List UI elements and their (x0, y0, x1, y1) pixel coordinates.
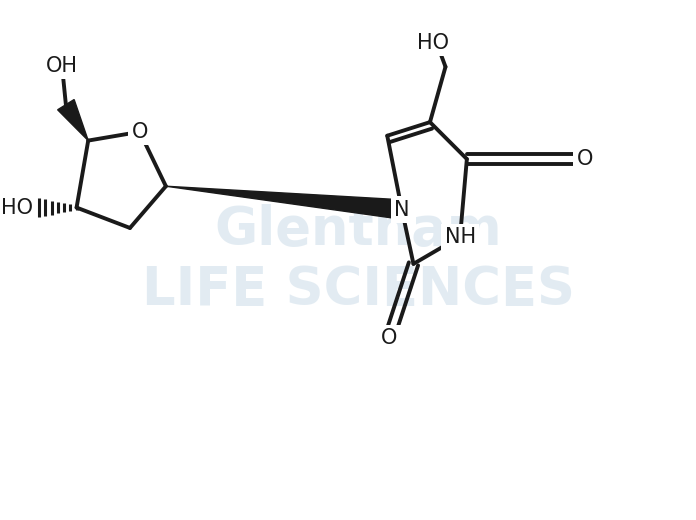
Polygon shape (58, 99, 88, 140)
Text: O: O (576, 149, 593, 169)
Text: O: O (381, 328, 397, 348)
Text: HO: HO (417, 33, 449, 53)
Text: HO: HO (1, 198, 33, 217)
Text: O: O (132, 122, 148, 142)
Text: NH: NH (445, 227, 475, 246)
Text: Glentham
LIFE SCIENCES: Glentham LIFE SCIENCES (141, 204, 575, 316)
Polygon shape (166, 186, 403, 219)
Text: N: N (394, 200, 409, 219)
Text: OH: OH (46, 56, 78, 76)
